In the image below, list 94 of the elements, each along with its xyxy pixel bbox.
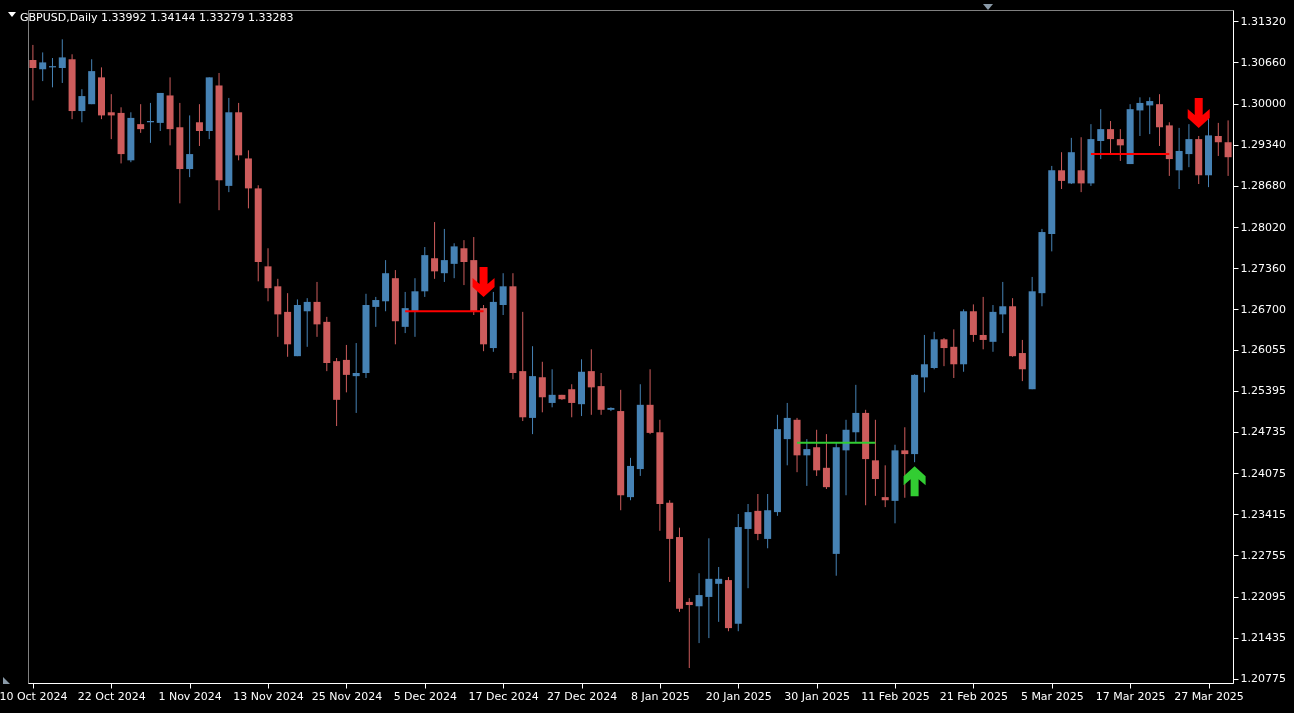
x-tick-label: 5 Dec 2024 (393, 689, 457, 703)
candlestick (695, 572, 703, 644)
x-tick-label: 17 Mar 2025 (1095, 689, 1166, 703)
candlestick (940, 337, 948, 367)
y-tick-label: 1.21435 (1240, 631, 1286, 645)
y-tick-label: 1.25395 (1240, 384, 1286, 398)
candlestick (685, 597, 693, 669)
candlestick (1097, 108, 1105, 160)
candlestick (881, 464, 889, 508)
y-tick-label: 1.29340 (1240, 138, 1286, 152)
candlestick (822, 433, 830, 490)
x-tick-label: 11 Feb 2025 (861, 689, 930, 703)
candlestick (186, 114, 194, 178)
candlestick (803, 438, 811, 487)
x-tick-label: 21 Feb 2025 (939, 689, 1009, 703)
x-tick-label: 8 Jan 2025 (630, 689, 690, 703)
candlestick (401, 291, 409, 334)
candlestick (871, 419, 879, 497)
candlestick (342, 344, 350, 393)
candlestick (440, 228, 448, 283)
x-tick-label: 10 Oct 2024 (0, 689, 68, 703)
candlestick (372, 296, 380, 328)
candlestick (1146, 96, 1154, 135)
candlestick (979, 296, 987, 350)
y-tick-label: 1.31320 (1240, 14, 1286, 28)
candlestick (499, 272, 507, 316)
candlestick (607, 406, 615, 412)
x-tick-label: 20 Jan 2025 (705, 689, 772, 703)
candlestick (1224, 119, 1232, 177)
candlestick (950, 328, 958, 379)
candlestick (1214, 122, 1222, 157)
y-tick-label: 1.28020 (1240, 220, 1286, 234)
chart-title: GBPUSD,Daily 1.33992 1.34144 1.33279 1.33283 (20, 11, 294, 24)
candlestick (58, 38, 66, 84)
candlestick (587, 348, 595, 416)
candlestick (411, 277, 419, 338)
x-tick-label: 1 Nov 2024 (158, 689, 222, 703)
candlestick (548, 368, 556, 408)
candlestick (460, 239, 468, 286)
candlestick (901, 426, 909, 499)
x-tick-label: 25 Nov 2024 (311, 689, 383, 703)
candlestick (431, 221, 439, 280)
y-tick-label: 1.30660 (1240, 55, 1286, 69)
y-tick-label: 1.22095 (1240, 590, 1286, 604)
candlestick (137, 103, 145, 134)
candlestick (568, 383, 576, 418)
x-tick-label: 13 Nov 2024 (233, 689, 304, 703)
candlestick (1107, 120, 1115, 154)
y-tick-label: 1.27360 (1240, 261, 1286, 275)
y-tick-label: 1.24735 (1240, 425, 1286, 439)
candlestick (1018, 339, 1026, 382)
x-tick-label: 30 Jan 2025 (784, 689, 851, 703)
candlestick (313, 281, 321, 338)
x-tick-label: 27 Dec 2024 (546, 689, 618, 703)
candlestick (39, 51, 47, 82)
candlestick (999, 281, 1007, 334)
candlestick (1156, 93, 1164, 147)
candlestick (813, 429, 821, 477)
candlestick (969, 303, 977, 343)
candlestick (597, 372, 605, 416)
x-tick-label: 22 Oct 2024 (77, 689, 146, 703)
candlestick (852, 384, 860, 443)
candlestick (195, 103, 203, 147)
candlestick (1058, 151, 1066, 190)
x-tick-label: 5 Mar 2025 (1020, 689, 1084, 703)
candlestick (705, 537, 713, 639)
candlestick (538, 361, 546, 413)
candlestick (450, 242, 458, 279)
y-tick-label: 1.22755 (1240, 548, 1286, 562)
y-tick-label: 1.26700 (1240, 302, 1286, 316)
candlestick (715, 566, 723, 623)
candlestick (1185, 123, 1193, 168)
candlestick (29, 44, 37, 101)
y-tick-label: 1.23415 (1240, 507, 1286, 521)
candlestick (1116, 128, 1124, 162)
candlestick (78, 88, 86, 123)
y-tick-label: 1.26055 (1240, 343, 1286, 357)
candlestick (920, 334, 928, 393)
y-tick-label: 1.28680 (1240, 179, 1286, 193)
candlestick (783, 402, 791, 466)
candlestick (1175, 127, 1183, 190)
candlestick (754, 493, 762, 541)
x-tick-label: 27 Mar 2025 (1174, 689, 1244, 703)
candlestick (303, 297, 311, 348)
candlestick (264, 247, 272, 302)
x-tick-label: 17 Dec 2024 (468, 689, 539, 703)
candlestick (1136, 96, 1144, 137)
y-tick-label: 1.24075 (1240, 466, 1286, 480)
candlestick (1077, 136, 1085, 193)
y-tick-label: 1.20775 (1240, 672, 1286, 686)
candlestick (744, 503, 752, 589)
candlestick (352, 342, 360, 414)
candlestick (107, 93, 115, 140)
y-tick-label: 1.30000 (1240, 97, 1286, 111)
